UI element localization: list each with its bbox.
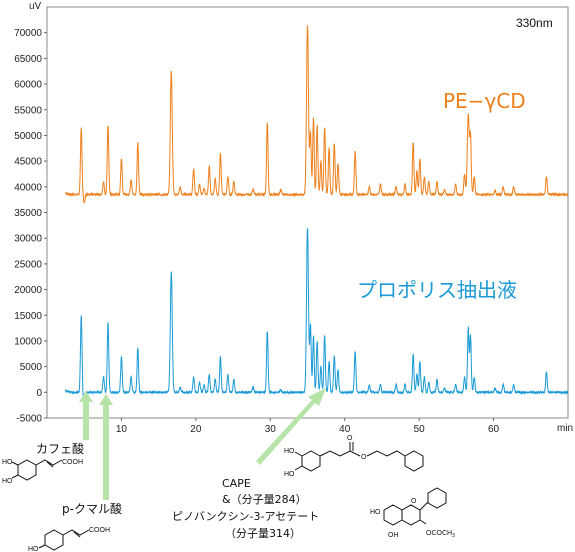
y-tick-label: 65000: [14, 54, 42, 65]
pinobanksin-ring-o: O: [411, 498, 417, 505]
pinobanksin-ho: HO: [370, 509, 381, 516]
arrow-caffeic-acid: [79, 391, 93, 440]
y-tick-label: 50000: [14, 131, 42, 142]
y-unit-label: uV: [29, 1, 42, 12]
y-tick-label: 25000: [14, 259, 42, 270]
x-tick-label: 30: [265, 424, 277, 435]
caffeic-acid-structure: COOH HO HO: [2, 459, 83, 485]
y-axis-ticks: -5000 0 5000 10000 15000 20000 25000 30000 35000…: [14, 28, 47, 425]
ococh-label: OCOCH: [426, 530, 452, 537]
series-label-pe-gamma-cd: PE−γCD: [443, 89, 526, 113]
cape-ho-top: HO: [284, 448, 295, 455]
y-tick-label: 35000: [14, 208, 42, 219]
ococh-subscript: 3: [452, 533, 455, 539]
x-tick-label: 20: [190, 424, 202, 435]
annotation-coumaric-acid: p-クマル酸: [62, 501, 122, 516]
y-tick-label: 30000: [14, 234, 42, 245]
caffeic-ho-top: HO: [2, 459, 13, 466]
cape-structure: O O HO HO: [284, 435, 424, 478]
y-tick-label: 70000: [14, 28, 42, 39]
y-tick-label: 5000: [20, 362, 43, 373]
annotation-caffeic-acid: カフェ酸: [36, 441, 84, 456]
x-tick-label: 10: [116, 424, 128, 435]
caffeic-cooh-label: COOH: [62, 459, 83, 466]
coumaric-acid-structure: COOH HO: [28, 527, 110, 552]
wavelength-label: 330nm: [516, 16, 553, 30]
x-tick-label: 40: [339, 424, 351, 435]
series-label-propolis-extract: プロポリス抽出液: [357, 278, 517, 302]
y-tick-label: 40000: [14, 182, 42, 193]
pinobanksin-structure: O HO OH OCOCH3: [370, 487, 455, 539]
annotation-pinobanksin: ピノバンクシン-3-アセテート: [172, 510, 319, 523]
y-tick-label: 0: [36, 388, 42, 399]
series-line-propolis-extract: [65, 228, 569, 413]
pinobanksin-ococh3: OCOCH3: [426, 530, 455, 539]
pinobanksin-oh: OH: [388, 532, 399, 539]
y-tick-label: 20000: [14, 285, 42, 296]
x-axis-ticks: 10 20 30 40 50 60: [116, 418, 500, 435]
y-tick-label: 60000: [14, 80, 42, 91]
y-tick-label: 55000: [14, 105, 42, 116]
series-line-pe-gamma-cd: [65, 25, 569, 204]
arrow-cape: [256, 388, 326, 465]
plot-frame: [46, 6, 569, 419]
cape-carbonyl-o: O: [347, 435, 353, 442]
annotation-mw-284: &（分子量284）: [222, 493, 307, 506]
cape-ester-o: O: [361, 454, 367, 461]
annotation-cape: CAPE: [222, 477, 251, 490]
y-tick-label: -5000: [16, 414, 42, 425]
arrow-coumaric-acid: [99, 394, 113, 500]
annotation-mw-314: （分子量314）: [225, 527, 301, 540]
cape-ho-bottom: HO: [284, 471, 295, 478]
x-unit-label: min: [557, 423, 573, 434]
y-tick-label: 10000: [14, 336, 42, 347]
y-tick-label: 15000: [14, 311, 42, 322]
x-tick-label: 60: [488, 424, 500, 435]
coumaric-ho-label: HO: [28, 546, 39, 552]
x-tick-label: 50: [414, 424, 426, 435]
caffeic-ho-bottom: HO: [2, 478, 13, 485]
annotation-arrows: [79, 388, 326, 500]
y-tick-label: 45000: [14, 157, 42, 168]
coumaric-cooh-label: COOH: [89, 527, 110, 534]
